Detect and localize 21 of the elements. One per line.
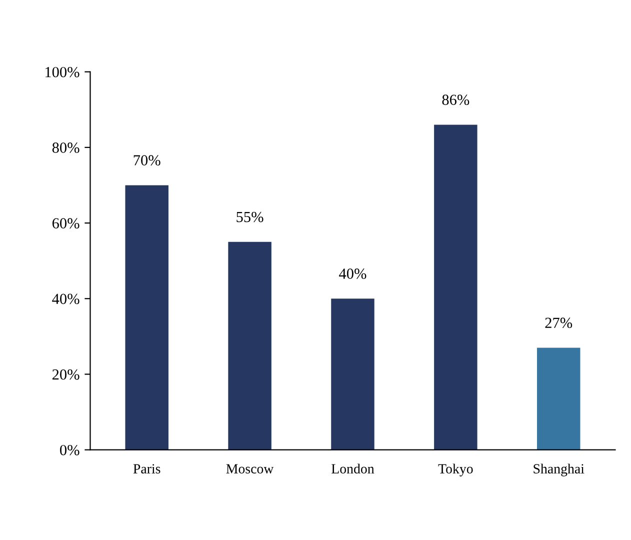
bar	[331, 298, 374, 450]
data-label: 55%	[236, 212, 264, 222]
y-tick-label: 100%	[46, 66, 80, 78]
y-tick-label: 40%	[52, 294, 80, 304]
data-label: 27%	[545, 318, 572, 328]
bar	[228, 242, 272, 450]
bar	[434, 124, 478, 450]
x-tick-label: Moscow	[226, 464, 274, 474]
x-tick-label: Tokyo	[438, 464, 473, 476]
y-tick-label: 20%	[52, 369, 80, 380]
data-label: 86%	[442, 94, 470, 106]
data-label: 40%	[339, 268, 366, 279]
data-label: 70%	[134, 155, 160, 166]
y-tick-label: 0%	[60, 444, 80, 456]
y-tick-label: 80%	[52, 142, 80, 153]
y-tick-label: 60%	[52, 218, 80, 229]
x-tick-label: Shanghai	[534, 464, 584, 476]
bar	[536, 348, 580, 450]
bar	[125, 185, 168, 450]
x-tick-label: London	[332, 464, 374, 474]
x-tick-label: Paris	[133, 464, 160, 474]
